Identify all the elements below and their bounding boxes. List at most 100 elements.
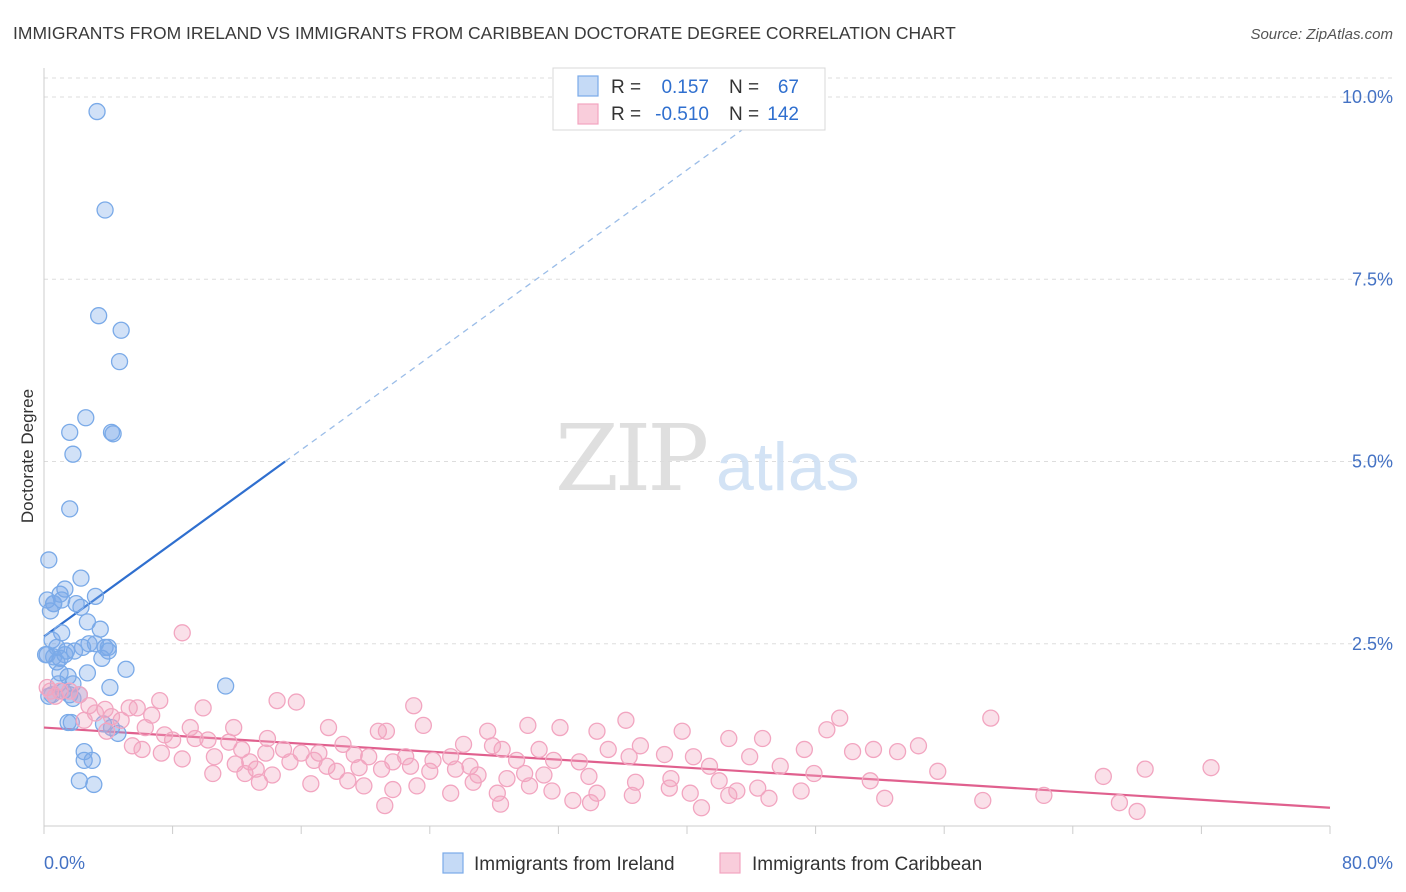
point-caribbean-19 [75,711,93,729]
point-caribbean-126 [564,791,582,810]
point-caribbean-71 [631,737,650,755]
legend-n-label-caribbean: N = [729,104,759,125]
trend-line-dashed-ireland [284,111,768,463]
point-caribbean-125 [543,782,561,800]
point-caribbean-46 [163,731,182,749]
y-tick-label-3: 10.0% [1342,87,1393,107]
legend-r-value-ireland: 0.157 [661,77,709,98]
point-caribbean-141 [692,799,711,817]
point-ireland-8 [61,423,79,441]
grid-lines [44,77,1393,645]
point-ireland-62 [83,751,101,770]
point-ireland-57 [62,713,80,732]
point-ireland-4 [110,352,129,371]
point-ireland-18 [72,598,90,616]
point-ireland-44 [78,664,97,682]
point-caribbean-131 [720,786,738,805]
series-legend: Immigrants from Ireland Immigrants from … [442,852,982,875]
point-caribbean-37 [818,721,836,739]
chart-source: Source: ZipAtlas.com [1250,26,1393,43]
legend-r-label-ireland: R = [611,77,641,98]
legend-swatch-ireland [577,75,599,97]
point-caribbean-142 [1128,802,1146,821]
point-ireland-49 [216,677,235,695]
point-caribbean-68 [570,753,588,771]
point-caribbean-80 [152,744,170,762]
point-ireland-10 [61,500,79,518]
point-ireland-13 [56,580,74,598]
point-caribbean-128 [623,786,641,805]
point-ireland-46 [51,664,69,682]
point-caribbean-127 [588,784,606,802]
point-caribbean-139 [491,795,510,813]
point-caribbean-136 [1035,786,1053,805]
point-caribbean-106 [805,764,823,783]
point-caribbean-124 [520,777,539,795]
point-caribbean-31 [551,718,569,737]
point-ireland-0 [88,102,106,121]
point-ireland-48 [101,678,119,697]
point-caribbean-90 [350,759,368,777]
point-caribbean-118 [355,777,373,795]
point-caribbean-101 [626,773,645,791]
point-caribbean-115 [263,766,281,784]
point-caribbean-82 [205,748,224,766]
point-caribbean-132 [760,789,778,807]
point-caribbean-21 [136,718,154,737]
point-caribbean-121 [442,784,460,802]
x-tick-label-max: 80.0% [1342,853,1393,873]
point-caribbean-32 [588,722,606,740]
point-caribbean-119 [384,780,402,799]
point-caribbean-50 [233,740,251,759]
point-caribbean-86 [281,753,299,771]
point-caribbean-105 [749,779,767,797]
point-caribbean-122 [464,773,482,791]
legend-n-value-caribbean: 142 [767,104,799,125]
legend-swatch-caribbean [577,103,599,125]
legend-n-label-ireland: N = [729,77,759,98]
point-caribbean-28 [414,716,433,735]
point-ireland-3 [112,321,130,339]
point-caribbean-114 [250,773,269,791]
point-caribbean-56 [345,745,363,764]
point-caribbean-113 [236,764,254,783]
point-caribbean-60 [424,751,442,770]
point-ireland-64 [85,775,103,794]
series-legend-swatch-ireland [442,852,464,874]
point-ireland-23 [78,613,97,631]
point-caribbean-6 [46,687,64,705]
point-caribbean-135 [974,791,992,810]
point-caribbean-72 [655,745,674,764]
y-tick-label-0: 2.5% [1352,634,1393,654]
y-tick-label-2: 7.5% [1352,269,1393,289]
point-caribbean-48 [199,731,217,749]
point-caribbean-34 [673,722,691,740]
point-caribbean-27 [377,722,396,740]
point-ireland-14 [86,587,105,606]
point-caribbean-51 [257,744,275,762]
point-ireland-63 [70,772,89,790]
point-caribbean-23 [225,718,243,737]
point-caribbean-62 [454,735,473,754]
point-caribbean-74 [700,757,719,775]
point-caribbean-59 [397,748,415,766]
point-ireland-7 [104,425,122,443]
series-legend-swatch-caribbean [719,852,741,874]
point-caribbean-42 [98,722,116,740]
point-caribbean-35 [720,729,738,748]
point-caribbean-55 [334,735,352,754]
point-caribbean-2 [41,682,60,700]
scatter-points [36,102,1220,821]
point-caribbean-123 [488,784,506,802]
stats-legend: R = 0.157 N = 67 R = -0.510 N = 142 [552,67,826,131]
point-caribbean-20 [112,711,130,729]
series-legend-label-ireland: Immigrants from Ireland [474,854,675,875]
point-caribbean-67 [544,751,563,770]
point-caribbean-10 [128,699,146,717]
point-caribbean-110 [1136,760,1154,778]
point-caribbean-134 [876,789,894,807]
point-caribbean-36 [753,729,772,748]
point-caribbean-91 [372,760,391,778]
point-caribbean-3 [51,682,69,700]
